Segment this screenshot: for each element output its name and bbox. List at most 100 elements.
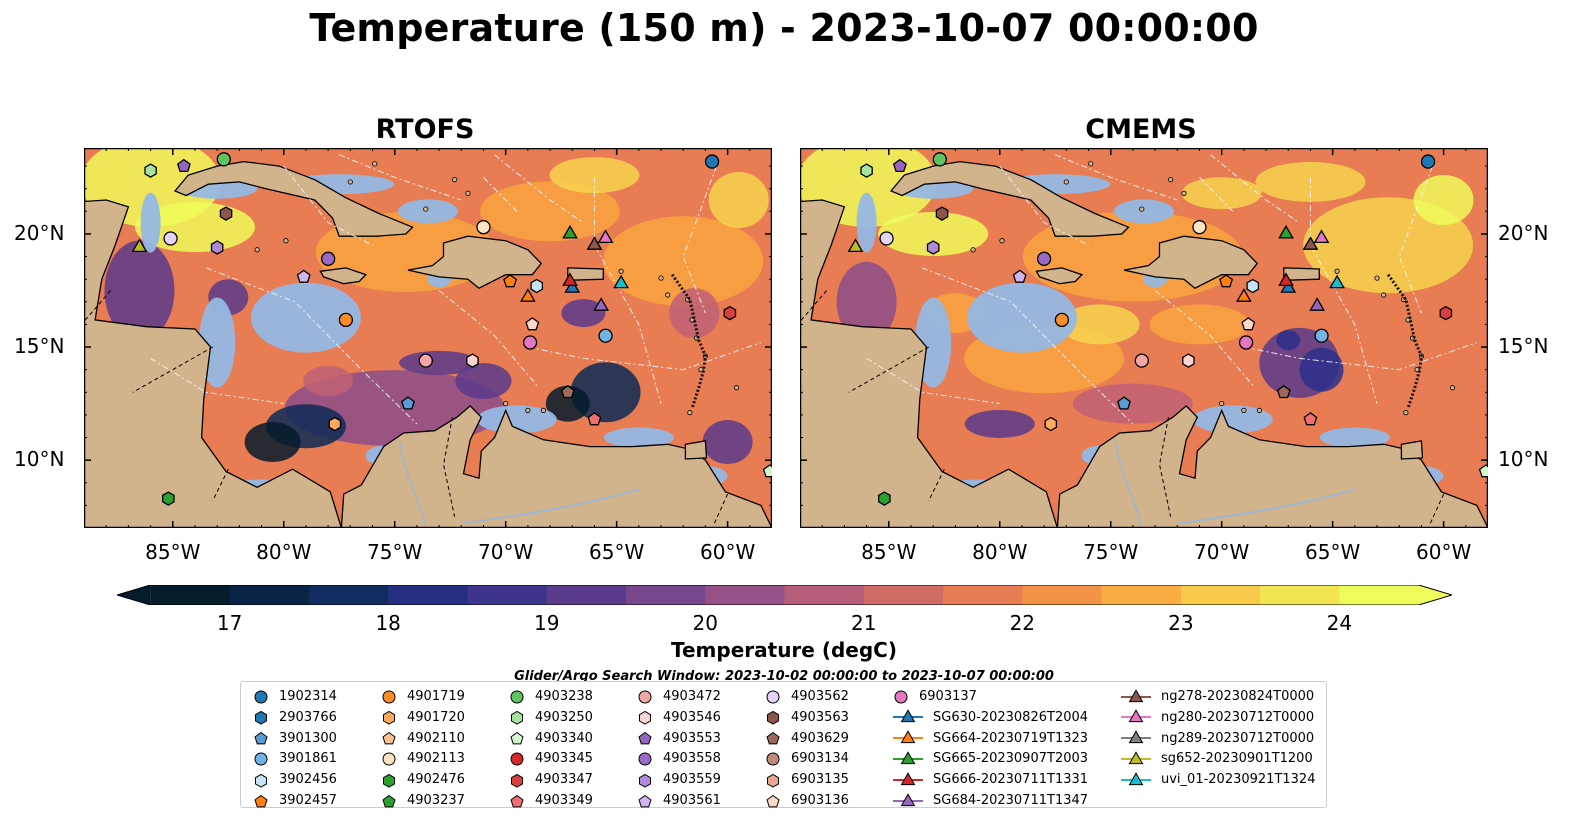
legend-item: 4903546 — [637, 707, 721, 728]
colorbar-segment — [546, 585, 627, 605]
obs-marker-rtofs-4901719[interactable] — [338, 312, 354, 328]
obs-marker-rtofs-1902314[interactable] — [704, 154, 720, 169]
legend-label: 2903766 — [279, 709, 337, 725]
obs-marker-cmems-4901720[interactable] — [1044, 416, 1058, 432]
legend-label: 4903563 — [791, 709, 849, 725]
legend-label: 3901300 — [279, 730, 337, 746]
legend-label: ng280-20230712T0000 — [1161, 709, 1315, 725]
obs-marker-cmems-3901300[interactable] — [1117, 396, 1131, 410]
pentagon-marker-icon — [638, 731, 652, 745]
triangle-marker-icon — [893, 709, 923, 723]
obs-marker-cmems-4903562[interactable] — [879, 231, 894, 246]
obs-marker-rtofs-4903553[interactable] — [176, 158, 191, 173]
obs-marker-rtofs-4903340[interactable] — [762, 464, 772, 478]
obs-marker-cmems-SG665-20230907T2003[interactable] — [1278, 224, 1294, 239]
legend-label: 3902457 — [279, 793, 337, 808]
obs-marker-cmems-1902314[interactable] — [1420, 154, 1436, 169]
obs-marker-cmems-4903349[interactable] — [1303, 412, 1318, 426]
obs-marker-rtofs-uvi_01-20230921T1324[interactable] — [613, 274, 629, 289]
obs-marker-rtofs-3902457[interactable] — [503, 274, 518, 288]
obs-marker-cmems-4903238[interactable] — [932, 152, 947, 167]
legend-item: 6903136 — [765, 790, 849, 811]
legend-label: SG630-20230826T2004 — [933, 709, 1089, 725]
obs-marker-rtofs-SG630-20230826T2004[interactable] — [564, 279, 581, 293]
obs-marker-rtofs-4903250[interactable] — [144, 163, 157, 178]
obs-marker-cmems-3901861[interactable] — [1314, 328, 1329, 343]
colorbar-tick-19: 19 — [533, 611, 560, 635]
obs-marker-rtofs-4902113[interactable] — [476, 220, 491, 235]
obs-marker-rtofs-4903546[interactable] — [466, 353, 479, 368]
colorbar-segment — [1101, 585, 1182, 605]
obs-marker-rtofs-4902476[interactable] — [162, 491, 175, 506]
obs-marker-cmems-4903553[interactable] — [892, 158, 907, 173]
obs-marker-cmems-6903137[interactable] — [1238, 335, 1254, 350]
obs-marker-rtofs-3902456[interactable] — [530, 278, 544, 294]
obs-marker-cmems-6903136[interactable] — [1241, 317, 1256, 331]
obs-marker-cmems-3902456[interactable] — [1246, 278, 1260, 294]
obs-marker-rtofs-6903137[interactable] — [522, 335, 538, 350]
obs-marker-cmems-4903347[interactable] — [1439, 305, 1453, 321]
panel-title-cmems: CMEMS — [1085, 114, 1197, 145]
obs-marker-rtofs-4903561[interactable] — [296, 269, 311, 283]
obs-marker-cmems-3902457[interactable] — [1219, 274, 1234, 288]
obs-marker-cmems-4903472[interactable] — [1134, 353, 1149, 368]
obs-marker-cmems-4903546[interactable] — [1182, 353, 1195, 368]
legend-label: 3901861 — [279, 751, 337, 767]
obs-marker-rtofs-4903347[interactable] — [723, 305, 737, 321]
obs-marker-cmems-4903340[interactable] — [1478, 464, 1488, 478]
hexagon-marker-icon — [511, 711, 523, 725]
obs-marker-cmems-SG684-20230711T1347[interactable] — [1309, 297, 1326, 311]
hexagon-marker-icon — [767, 711, 779, 725]
obs-marker-cmems-4902476[interactable] — [878, 491, 891, 506]
obs-marker-rtofs-SG664-20230719T1323[interactable] — [519, 288, 536, 302]
obs-marker-cmems-SG664-20230719T1323[interactable] — [1235, 288, 1252, 302]
obs-marker-rtofs-ng278-20230824T0000[interactable] — [586, 236, 603, 250]
obs-marker-rtofs-4903238[interactable] — [216, 152, 231, 167]
obs-marker-cmems-4903558[interactable] — [1036, 251, 1052, 266]
legend-item: SG666-20230711T1331 — [893, 769, 1088, 790]
legend-label: SG666-20230711T1331 — [933, 772, 1089, 788]
obs-marker-cmems-ng278-20230824T0000[interactable] — [1302, 236, 1319, 250]
circle-marker-icon — [254, 752, 268, 766]
colorbar-segment — [1180, 585, 1261, 605]
lat-tick-left-0: 10°N — [14, 447, 65, 472]
obs-marker-rtofs-4901720[interactable] — [328, 416, 342, 432]
map-panel-rtofs[interactable] — [84, 148, 772, 528]
obs-marker-rtofs-4903562[interactable] — [163, 231, 178, 246]
obs-marker-rtofs-ng280-20230712T0000[interactable] — [597, 229, 614, 244]
obs-marker-cmems-4903629[interactable] — [1276, 384, 1291, 399]
obs-marker-cmems-4901719[interactable] — [1054, 312, 1070, 328]
colorbar-tick-20: 20 — [692, 611, 718, 635]
obs-marker-rtofs-sg652-20230901T1200[interactable] — [131, 238, 148, 253]
obs-marker-cmems-sg652-20230901T1200[interactable] — [847, 238, 864, 253]
obs-marker-cmems-4902113[interactable] — [1192, 220, 1207, 235]
obs-marker-cmems-4903250[interactable] — [860, 163, 873, 178]
obs-marker-rtofs-4903629[interactable] — [560, 384, 575, 399]
colorbar-segment — [1339, 585, 1420, 605]
obs-marker-rtofs-4903349[interactable] — [587, 412, 602, 426]
obs-marker-rtofs-SG666-20230711T1331[interactable] — [562, 272, 578, 287]
obs-marker-cmems-SG666-20230711T1331[interactable] — [1278, 272, 1294, 287]
legend-item: sg652-20230901T1200 — [1121, 748, 1313, 769]
obs-marker-cmems-ng280-20230712T0000[interactable] — [1313, 229, 1330, 244]
obs-marker-rtofs-6903136[interactable] — [525, 317, 540, 331]
obs-marker-rtofs-4903559[interactable] — [210, 240, 224, 255]
map-panel-cmems[interactable] — [800, 148, 1488, 528]
obs-marker-rtofs-3901300[interactable] — [401, 396, 415, 410]
obs-marker-rtofs-SG665-20230907T2003[interactable] — [562, 224, 578, 239]
obs-marker-cmems-4903559[interactable] — [926, 240, 940, 255]
obs-marker-rtofs-4903558[interactable] — [320, 251, 336, 266]
obs-marker-rtofs-SG684-20230711T1347[interactable] — [593, 297, 610, 311]
obs-marker-cmems-4903563[interactable] — [935, 206, 949, 221]
legend-item: 4903345 — [509, 748, 593, 769]
legend-label: SG664-20230719T1323 — [933, 730, 1089, 746]
hexagon-marker-icon — [511, 773, 523, 788]
obs-marker-rtofs-4903472[interactable] — [418, 353, 433, 368]
obs-marker-cmems-SG630-20230826T2004[interactable] — [1280, 279, 1297, 293]
legend-label: 6903137 — [919, 689, 977, 704]
obs-marker-cmems-4903561[interactable] — [1012, 269, 1027, 283]
obs-marker-rtofs-3901861[interactable] — [598, 328, 613, 343]
colorbar-segment — [1022, 585, 1103, 605]
obs-marker-cmems-uvi_01-20230921T1324[interactable] — [1329, 274, 1345, 289]
obs-marker-rtofs-4903563[interactable] — [219, 206, 233, 221]
